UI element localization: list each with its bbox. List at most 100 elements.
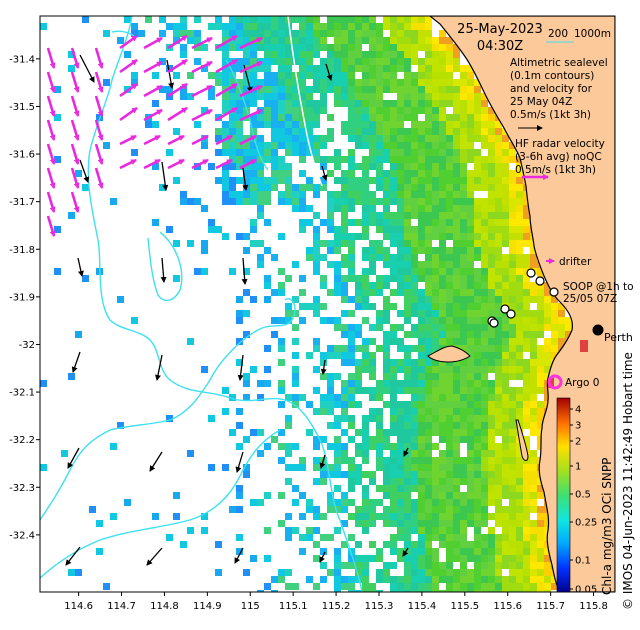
chl-pixel <box>481 394 488 401</box>
chl-pixel <box>383 296 390 303</box>
chl-pixel <box>306 205 313 212</box>
chl-pixel <box>537 373 544 380</box>
chl-pixel <box>509 359 516 366</box>
chl-pixel <box>306 114 313 121</box>
chl-pixel <box>481 233 488 240</box>
chl-pixel <box>397 58 404 65</box>
altimetry-arrow <box>320 359 327 375</box>
chl-pixel <box>236 128 243 135</box>
chl-pixel <box>271 100 278 107</box>
chl-pixel <box>152 100 159 107</box>
chl-pixel <box>348 107 355 114</box>
chl-pixel <box>502 408 509 415</box>
chl-pixel <box>439 436 446 443</box>
chl-pixel <box>250 366 257 373</box>
chl-pixel <box>481 401 488 408</box>
chl-pixel <box>271 16 278 23</box>
chl-pixel <box>495 191 502 198</box>
chl-pixel <box>383 184 390 191</box>
chl-pixel <box>446 562 453 569</box>
chl-pixel <box>355 282 362 289</box>
y-tick-label: -31.6 <box>9 150 35 161</box>
chl-pixel <box>397 16 404 23</box>
chl-pixel <box>418 394 425 401</box>
chl-pixel <box>488 163 495 170</box>
chl-pixel <box>467 408 474 415</box>
hf-radar-arrow <box>119 82 138 98</box>
chl-pixel <box>453 590 460 592</box>
chl-pixel <box>481 317 488 324</box>
chl-pixel <box>103 79 110 86</box>
chl-pixel <box>334 289 341 296</box>
chl-pixel <box>362 107 369 114</box>
chl-pixel <box>474 303 481 310</box>
chl-pixel <box>383 261 390 268</box>
chl-pixel <box>537 534 544 541</box>
chl-pixel <box>404 65 411 72</box>
chl-pixel <box>432 275 439 282</box>
chl-pixel <box>439 93 446 100</box>
chl-pixel <box>446 513 453 520</box>
chl-pixel <box>131 79 138 86</box>
chl-pixel <box>502 135 509 142</box>
chl-pixel <box>341 331 348 338</box>
chl-pixel <box>460 373 467 380</box>
chl-pixel <box>418 226 425 233</box>
chl-pixel <box>236 114 243 121</box>
hf-radar-arrow <box>119 134 137 146</box>
chl-pixel <box>509 548 516 555</box>
chl-pixel <box>355 37 362 44</box>
chl-pixel <box>306 16 313 23</box>
chl-pixel <box>257 240 264 247</box>
chl-pixel <box>502 471 509 478</box>
chl-pixel <box>516 534 523 541</box>
chl-pixel <box>236 492 243 499</box>
chl-pixel <box>523 240 530 247</box>
chl-pixel <box>432 366 439 373</box>
chl-pixel <box>551 324 558 331</box>
chl-pixel <box>516 548 523 555</box>
chl-pixel <box>439 268 446 275</box>
chl-pixel <box>278 338 285 345</box>
altimetry-arrow <box>319 454 326 469</box>
chl-pixel <box>355 114 362 121</box>
hf-radar-arrow <box>167 106 188 122</box>
chl-pixel <box>362 233 369 240</box>
chl-pixel <box>418 135 425 142</box>
chl-pixel <box>376 387 383 394</box>
hf-legend-line: (3-6h avg) noQC <box>515 151 602 163</box>
chl-pixel <box>544 303 551 310</box>
chl-pixel <box>509 387 516 394</box>
chl-pixel <box>481 562 488 569</box>
chl-pixel <box>488 499 495 506</box>
chl-pixel <box>537 387 544 394</box>
chl-pixel <box>453 191 460 198</box>
chl-pixel <box>264 219 271 226</box>
chl-pixel <box>313 107 320 114</box>
chl-pixel <box>320 240 327 247</box>
chl-pixel <box>390 331 397 338</box>
chl-pixel <box>502 576 509 583</box>
chl-pixel <box>341 51 348 58</box>
chl-pixel <box>355 184 362 191</box>
chl-pixel <box>418 303 425 310</box>
chl-pixel <box>383 72 390 79</box>
chl-pixel <box>348 163 355 170</box>
chl-pixel <box>530 310 537 317</box>
chl-pixel <box>383 149 390 156</box>
chl-pixel <box>278 576 285 583</box>
chl-pixel <box>404 128 411 135</box>
chl-pixel <box>432 289 439 296</box>
chl-pixel <box>243 191 250 198</box>
chl-pixel <box>383 226 390 233</box>
chl-pixel <box>453 303 460 310</box>
chl-pixel <box>516 464 523 471</box>
chl-pixel <box>411 443 418 450</box>
chl-pixel <box>453 492 460 499</box>
chl-pixel <box>222 163 229 170</box>
chl-pixel <box>509 457 516 464</box>
chl-pixel <box>425 520 432 527</box>
chl-pixel <box>54 156 61 163</box>
chl-pixel <box>488 485 495 492</box>
chl-pixel <box>383 16 390 23</box>
